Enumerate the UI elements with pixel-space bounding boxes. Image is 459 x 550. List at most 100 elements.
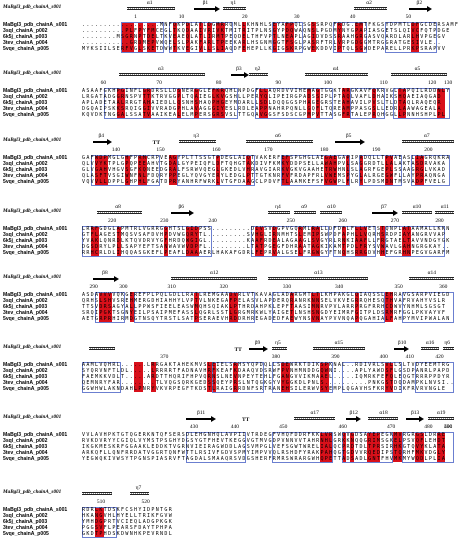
sequence-residues: LRGATADGGRNSPVTTKTRVGGPLTQAIEGLKVGSHLLPE… [82,94,442,100]
sequence-name: MaBgl3_pdb_chainA_s001 [3,507,68,513]
alignment-block: MaBgl3_pdb_chainA_s001 α1 β1 η1 α2 β2 1 10 20 30 4… [0,0,459,64]
conserved-column-highlight [194,292,199,322]
conserved-column-highlight [311,22,316,52]
sequence-name: 3tev_chainA_p004 [3,173,48,179]
position-number: 140 [111,147,120,153]
helix-coil [171,277,257,280]
helix-coil [119,73,205,76]
position-number: 360 [439,284,448,290]
similarity-box [332,225,377,257]
sequence-residues: RDRLKTDSKFCSHYIDPNTGR [82,507,174,513]
conserved-column-highlight [354,22,364,52]
secondary-structure-reference-label: MaBgl3_pdb_chainA_s001 [3,4,62,10]
sequence-residues: GLVGAHVHGVSGFKQNEEDGRALFSRWVQEGLGKEDLVHR… [82,167,447,173]
similarity-box [384,225,446,257]
helix-coil [89,347,116,350]
position-number: 430 [189,424,199,430]
sequence-residues: YVAKLQNRDLKTQVDRVYGFHRDQWGIGL.........KA… [82,238,451,244]
position-number: 300 [119,284,128,290]
position-number: 340 [334,284,344,290]
position-number: 290 [89,284,98,290]
conserved-column-highlight [380,226,385,256]
position-number: 50 [405,14,412,20]
similarity-box [272,431,333,463]
sequence-name: 3tev_chainA_p004 [3,380,48,386]
conserved-column-highlight [207,362,217,392]
helix-coil [427,417,454,420]
similarity-box [82,361,121,393]
position-number: 260 [338,218,347,224]
beta-strand-arrow [372,210,399,216]
structure-element-label: α16 [425,340,435,346]
position-number: 250 [286,218,295,224]
beta-strand-arrow [193,6,220,12]
sequence-residues: QLVVYKTPLGPQPEEAHVTGDALGYPEIQFLDFTQHGTAK… [82,161,447,167]
similarity-box [415,361,454,393]
sequence-residues: YEGWQKIVWSYTPGNSPIASRVFTAGDALSMAAQRSVDGS… [82,456,447,462]
alignment-block: MaBgl3_pdb_chainA_s001 α8 β6 η4 α9 α10 β7 α10 α1… [0,204,459,268]
similarity-box [177,154,256,186]
similarity-box [341,361,403,393]
conserved-column-highlight [354,292,359,322]
position-number: 150 [156,147,165,153]
position-number: 1 [134,14,137,20]
conserved-column-highlight [151,362,156,392]
alignment-block: MaBgl3_pdb_chainA_s001 α3 β3 η2 α4 α5 60 70 80 90… [0,66,459,130]
conserved-column-highlight [306,88,312,118]
helix-coil [435,211,454,214]
sequence-name: MaBgl3_pdb_chainA_s001 [3,432,68,438]
conserved-column-highlight [397,88,407,118]
sequence-residues: ..........PLFPYFMCEGLTKQDAAIVRIVKTMITRIT… [82,28,451,34]
conserved-column-highlight [90,226,100,256]
alignment-block: MaBgl3_pdb_chainA_s001 β11 TT α17 β12 α18 β13 α… [0,410,459,474]
sequence-residues: AAMLVQHRL......LRRGAKTAHEKMVSLEIELSRHSYQ… [82,362,451,368]
sequence-residues: SRQIPGKTSGNYEILPSAIPMEFASSLQGRLSSTLGRGMR… [82,310,447,316]
similarity-box [350,87,385,119]
helix-coil [368,417,399,420]
sequence-residues: VVLAVHPKTGTQGERKNTQFSERSDLEHGNHQLAVPIIVT… [82,432,447,438]
conserved-column-highlight [436,432,446,462]
beta-strand-arrow [93,139,112,145]
turn-label: TT [234,347,242,353]
position-number: 490 [444,424,453,430]
conserved-column-highlight [393,432,403,462]
beta-strand-arrow [405,416,424,422]
conserved-column-highlight [168,155,178,185]
sequence-name: 5vqe_chainA_p005 [3,179,49,185]
structure-element-label: η1 [230,0,237,6]
helix-coil [178,140,216,143]
sequence-name: 5vqe_chainA_p005 [3,531,49,537]
conserved-column-highlight [198,22,204,52]
sequence-residues: IKGKMESKRFGGAAKLEDDKTVGRNVIEIRAGWDDLAGSV… [82,444,447,450]
helix-coil [353,7,388,10]
sequence-residues: QRHSLSHVSREHMERGDHIAHHYLVPTVLNKEGAFPELAS… [82,298,447,304]
structure-element-label: α7 [423,133,430,139]
conserved-column-highlight [177,88,182,118]
position-number: 130 [444,80,453,86]
conserved-column-highlight [233,362,238,392]
conserved-column-highlight [319,362,329,392]
sequence-residues: RVKDVRYYCGIQLVYMSTPSGHYDGSYGTFHEVTKEGGVG… [82,438,447,444]
sequence-name: 6k5j_chainA_p003 [3,238,48,244]
conserved-column-highlight [255,226,264,256]
secondary-structure-track: β11 TT α17 β12 α18 β13 α19 [82,410,454,426]
sequence-name: 3sql_chainA_p002 [3,368,48,374]
conserved-column-highlight [337,22,342,52]
alignment-block: MaBgl3_pdb_chainA_s001 η7 510 520 MaBgl3_pdb… [0,485,459,549]
structure-element-label: β13 [410,410,420,416]
conserved-column-highlight [216,22,225,52]
conserved-column-highlight [371,88,377,118]
sequence-name: 3sql_chainA_p002 [3,438,48,444]
position-number: 480 [424,424,433,430]
structure-element-label: β5 [345,133,352,139]
sequence-name: 6k5j_chainA_p003 [3,304,48,310]
structure-element-label: η6 [444,340,451,346]
sequence-name: 5vqe_chainA_p005 [3,46,49,52]
position-number: 80 [215,80,222,86]
position-number: 160 [212,147,221,153]
similarity-box [272,21,303,53]
helix-coil [268,211,291,214]
conserved-column-highlight [324,155,338,185]
structure-element-label: α2 [366,0,372,6]
structure-element-label: η5 [275,340,281,346]
